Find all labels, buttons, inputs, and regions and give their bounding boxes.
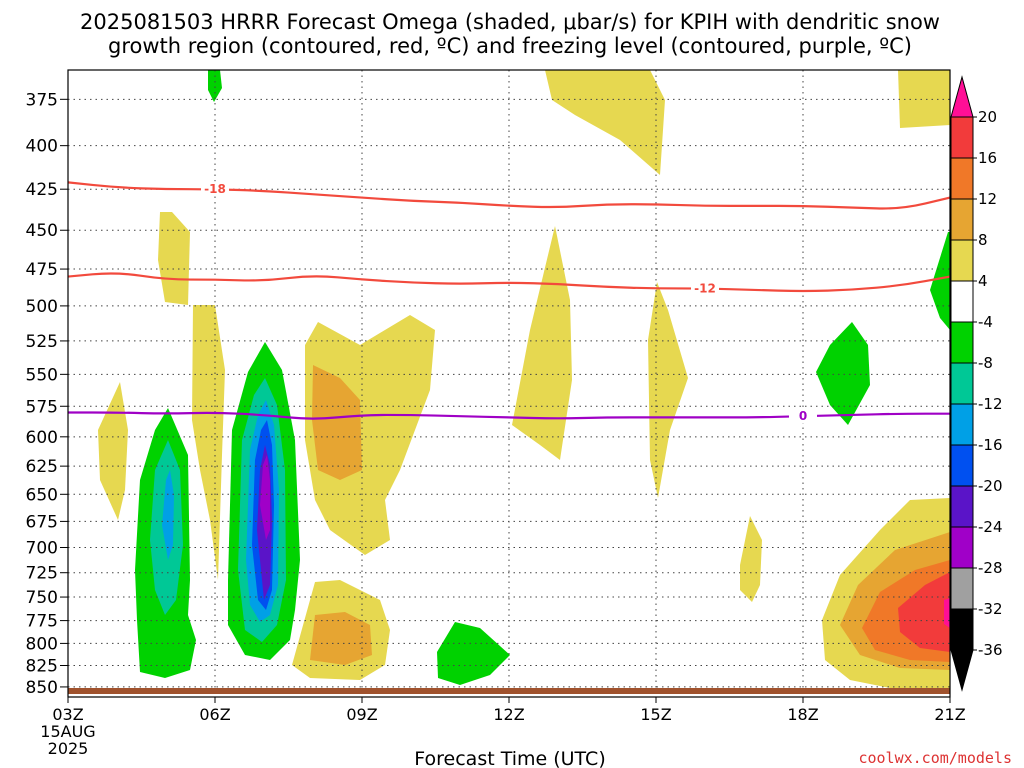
y-tick-label: 775 [26, 612, 58, 632]
y-tick-label: 475 [26, 260, 58, 280]
terrain-strip [68, 688, 950, 694]
colorbar-band [950, 116, 974, 159]
colorbar-label: -32 [978, 600, 1003, 618]
colorbar-band [950, 362, 974, 405]
colorbar-band [950, 403, 974, 446]
colorbar-label: -4 [978, 313, 993, 331]
contour-line [68, 272, 950, 293]
omega-area-neg4-neg8 [930, 232, 950, 330]
contour-line [68, 181, 950, 210]
contour-label: -12 [694, 281, 716, 295]
colorbar-label: -24 [978, 518, 1003, 536]
omega-area-neg4-neg8 [816, 322, 870, 425]
y-tick-label: 525 [26, 332, 58, 352]
omega-area-8-12 [310, 612, 372, 665]
credit-text: coolwx.com/models [858, 749, 1012, 767]
omega-area-8-12 [312, 365, 362, 480]
colorbar-band [950, 280, 974, 323]
chart-title-line-1: 2025081503 HRRR Forecast Omega (shaded, … [80, 10, 940, 34]
contour-label-bg [691, 280, 719, 296]
y-tick-label: 625 [26, 457, 58, 477]
colorbar-label: -20 [978, 477, 1003, 495]
contour-label-bg [789, 408, 817, 424]
x-tick-label: 06Z [199, 705, 230, 724]
omega-area-4-8 [98, 382, 128, 520]
plot-area: -18 -12 0 [68, 70, 950, 697]
y-tick-label: 700 [26, 539, 58, 559]
x-tick-label: 09Z [346, 705, 377, 724]
colorbar-band [950, 157, 974, 200]
y-tick-label: 500 [26, 297, 58, 317]
y-tick-label: 575 [26, 397, 58, 417]
y-tick-label: 600 [26, 428, 58, 448]
colorbar-band [950, 608, 974, 651]
omega-area-neg4-neg8 [437, 622, 510, 685]
omega-area-16-20 [898, 572, 950, 652]
omega-area-4-8 [648, 282, 688, 498]
colorbar-label: -8 [978, 354, 993, 372]
colorbar-label: -36 [978, 641, 1003, 659]
x-tick-year-label: 2025 [48, 739, 89, 758]
y-tick-label: 375 [26, 90, 58, 110]
x-tick-label: 12Z [493, 705, 524, 724]
y-tick-label: 725 [26, 564, 58, 584]
y-tick-label: 550 [26, 365, 58, 385]
omega-shading [98, 70, 950, 690]
contour-lines: -18 -12 0 [68, 181, 950, 424]
x-axis-title: Forecast Time (UTC) [414, 748, 605, 768]
colorbar: 20 16 12 8 4 -4 -8 -12 -16 -20 -24 -28 -32 -36 [950, 75, 1003, 692]
chart-title-line-2: growth region (contoured, red, ºC) and f… [108, 34, 912, 58]
colorbar-band [950, 567, 974, 610]
contour-line [68, 411, 950, 420]
omega-area-4-8 [158, 212, 190, 305]
colorbar-min-arrow [950, 649, 974, 692]
x-tick-label: 15Z [640, 705, 671, 724]
y-tick-label: 450 [26, 221, 58, 241]
y-tick-label: 675 [26, 512, 58, 532]
colorbar-band [950, 526, 974, 569]
grid-lines [68, 70, 950, 697]
omega-area-neg12-neg16 [162, 470, 174, 560]
y-tick-label: 750 [26, 588, 58, 608]
colorbar-label: 12 [978, 190, 997, 208]
x-tick-label: 21Z [934, 705, 965, 724]
colorbar-label: 20 [978, 108, 997, 126]
y-axis: 375 400 425 450 475 500 525 550 575 600 625 650 675 7… [26, 90, 68, 698]
contour-label: -18 [204, 182, 226, 196]
y-tick-label: 425 [26, 180, 58, 200]
omega-area-20 [944, 598, 950, 628]
x-tick-label: 03Z [52, 705, 83, 724]
colorbar-band [950, 485, 974, 528]
omega-area-neg24-neg28 [260, 455, 270, 540]
y-tick-label: 400 [26, 137, 58, 157]
contour-label-bg [201, 181, 229, 197]
omega-area-4-8 [192, 305, 225, 580]
colorbar-label: 4 [978, 272, 988, 290]
y-tick-label: 825 [26, 656, 58, 676]
colorbar-label: -28 [978, 559, 1003, 577]
colorbar-band [950, 198, 974, 241]
omega-area-4-8 [740, 516, 762, 602]
omega-area-4-8 [208, 70, 222, 102]
y-tick-label: 800 [26, 634, 58, 654]
colorbar-band [950, 444, 974, 487]
x-tick-date-label: 15AUG [40, 722, 95, 741]
colorbar-label: 16 [978, 149, 997, 167]
colorbar-band [950, 239, 974, 282]
colorbar-label: 8 [978, 231, 988, 249]
y-tick-label: 850 [26, 678, 58, 698]
y-tick-label: 650 [26, 485, 58, 505]
x-tick-label: 18Z [787, 705, 818, 724]
colorbar-band [950, 321, 974, 364]
colorbar-label: -16 [978, 436, 1003, 454]
contour-label: 0 [799, 409, 807, 423]
colorbar-max-arrow [950, 75, 974, 118]
omega-area-4-8 [898, 70, 950, 128]
colorbar-label: -12 [978, 395, 1003, 413]
omega-area-4-8 [545, 70, 665, 175]
omega-area-4-8 [305, 315, 435, 555]
